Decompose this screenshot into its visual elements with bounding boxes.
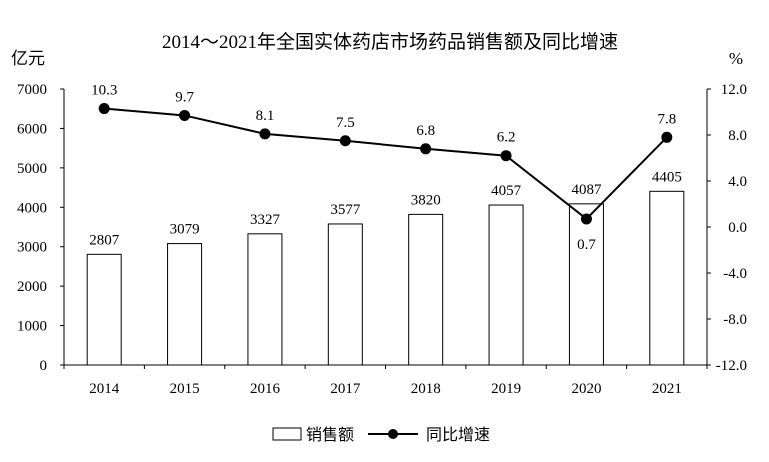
line-value-label: 9.7 xyxy=(175,89,194,105)
left-tick-label: 0 xyxy=(40,358,48,374)
legend-line-label: 同比增速 xyxy=(426,426,490,444)
bar xyxy=(86,253,122,366)
line-point xyxy=(179,109,191,121)
x-tick-label: 2020 xyxy=(571,381,601,397)
x-tick-label: 2018 xyxy=(411,381,441,397)
bar xyxy=(568,203,604,366)
left-tick-label: 1000 xyxy=(17,319,47,335)
left-tick-label: 4000 xyxy=(17,200,47,216)
line-point xyxy=(580,213,592,225)
bar-value-label: 4405 xyxy=(652,169,682,185)
legend-bar-swatch xyxy=(272,427,302,441)
chart-title: 2014～2021年全国实体药店市场药品销售额及同比增速 xyxy=(162,31,618,53)
x-tick-label: 2016 xyxy=(250,381,281,397)
bar xyxy=(488,204,524,366)
bar-value-label: 2807 xyxy=(89,232,120,248)
line-value-label: 6.8 xyxy=(416,123,435,139)
line-value-label: 7.5 xyxy=(336,115,355,131)
x-tick-label: 2015 xyxy=(170,381,200,397)
line-value-label: 0.7 xyxy=(577,237,596,253)
bar xyxy=(327,223,363,366)
right-tick-label: -12.0 xyxy=(716,358,747,374)
bar-value-label: 3327 xyxy=(250,212,281,228)
right-tick-label: 0.0 xyxy=(728,220,747,236)
x-tick-label: 2014 xyxy=(89,381,120,397)
line-point xyxy=(500,150,512,162)
line-point xyxy=(339,135,351,147)
x-tick-label: 2019 xyxy=(491,381,521,397)
legend: 销售额 同比增速 xyxy=(272,426,490,444)
line-point xyxy=(420,143,432,155)
x-tick-label: 2017 xyxy=(330,381,361,397)
left-tick-label: 7000 xyxy=(17,82,47,98)
bar xyxy=(167,243,203,366)
line-value-label: 7.8 xyxy=(657,111,676,127)
bar-value-label: 3079 xyxy=(170,222,200,238)
x-tick-label: 2021 xyxy=(652,381,682,397)
line-point xyxy=(98,103,110,115)
line-point xyxy=(259,128,271,140)
bar-value-label: 3820 xyxy=(411,192,441,208)
right-axis-label: % xyxy=(729,49,743,68)
line-value-label: 6.2 xyxy=(497,130,516,146)
left-tick-label: 2000 xyxy=(17,279,47,295)
bar xyxy=(649,190,685,366)
bar-value-label: 3577 xyxy=(330,202,361,218)
line-value-label: 10.3 xyxy=(91,83,117,99)
bar-value-label: 4087 xyxy=(571,182,602,198)
right-tick-label: -8.0 xyxy=(723,312,747,328)
legend-bar-label: 销售额 xyxy=(306,426,354,444)
right-tick-label: 12.0 xyxy=(721,82,747,98)
legend-line-marker xyxy=(388,429,398,439)
bar xyxy=(408,213,444,366)
bar-value-label: 4057 xyxy=(491,183,522,199)
right-tick-label: 4.0 xyxy=(728,174,747,190)
line-value-label: 8.1 xyxy=(256,108,275,124)
left-axis-label: 亿元 xyxy=(11,49,45,68)
right-tick-label: -4.0 xyxy=(723,266,747,282)
left-tick-label: 3000 xyxy=(17,240,47,256)
line-point xyxy=(661,131,673,143)
left-tick-label: 5000 xyxy=(17,161,47,177)
left-tick-label: 6000 xyxy=(17,121,47,137)
growth-line xyxy=(104,107,668,221)
bar xyxy=(247,233,283,366)
right-tick-label: 8.0 xyxy=(728,128,747,144)
